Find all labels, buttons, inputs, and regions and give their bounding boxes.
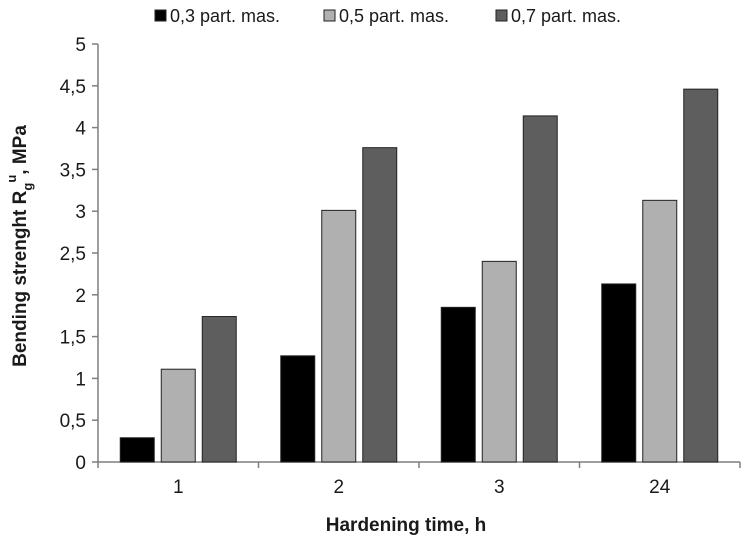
y-axis-title-subscript: g [20,183,35,191]
y-tick-label: 0 [75,453,86,474]
bar-series-3-cat-24 [683,88,719,463]
bars [119,88,719,463]
bar-series-3-cat-3 [522,115,558,463]
bar-series-3-cat-2 [362,147,398,463]
bar-series-2-cat-1 [160,368,196,463]
legend-swatch-3 [495,9,508,22]
x-axis-title: Hardening time, h [326,515,486,536]
y-tick-label: 0,5 [60,411,86,432]
y-tick-label: 4,5 [60,77,86,98]
bar-series-1-cat-24 [601,283,637,463]
x-axis: 1 2 3 24 [97,461,741,498]
y-tick-label: 2,5 [60,244,86,265]
bar-series-1-cat-1 [119,437,155,463]
legend-swatch-1 [154,9,167,22]
bar-series-1-cat-2 [280,355,316,463]
x-tick-label: 2 [333,477,344,498]
y-axis-title: Bending strenght Rgu, MPa [4,125,35,367]
bar-series-1-cat-3 [440,306,476,463]
legend-swatch-2 [323,9,336,22]
legend-label-1: 0,3 part. mas. [170,6,280,26]
y-axis: 0 0,5 1 1,5 2 2,5 3 3,5 4 4,5 5 [60,35,99,474]
y-tick-label: 3,5 [60,160,86,181]
y-axis-title-main: Bending strenght R [10,190,31,367]
bar-series-3-cat-1 [201,316,237,463]
bar-series-2-cat-3 [481,260,517,463]
x-tick-label: 24 [649,477,671,498]
y-tick-label: 5 [75,35,86,56]
bar-series-2-cat-2 [321,209,357,463]
x-tick-label: 1 [173,477,184,498]
legend-label-2: 0,5 part. mas. [339,6,449,26]
legend: 0,3 part. mas. 0,5 part. mas. 0,7 part. ma… [154,6,621,26]
bar-series-2-cat-24 [642,199,678,463]
y-tick-label: 3 [75,202,86,223]
y-tick-label: 4 [75,119,86,140]
y-axis-title-suffix: , MPa [10,125,31,175]
y-tick-label: 1,5 [60,328,86,349]
y-axis-title-superscript: u [4,175,19,183]
y-tick-label: 1 [75,369,86,390]
y-tick-label: 2 [75,286,86,307]
x-tick-label: 3 [494,477,505,498]
legend-label-3: 0,7 part. mas. [511,6,621,26]
